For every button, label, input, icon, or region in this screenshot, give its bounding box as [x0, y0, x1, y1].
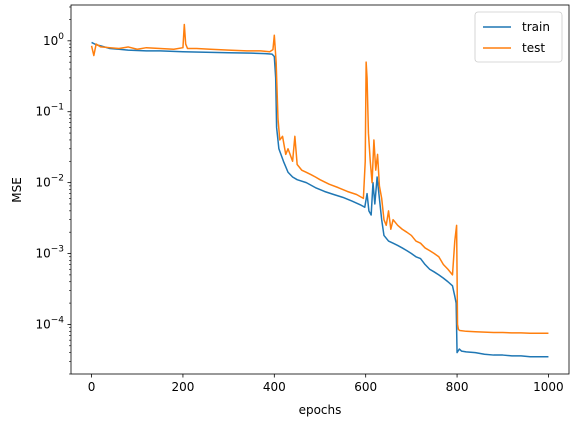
x-tick-label: 0 — [88, 380, 96, 394]
x-axis-ticks: 0 200 400 600 800 1000 — [88, 374, 564, 394]
legend: train test — [474, 11, 563, 63]
legend-train-label: train — [522, 20, 550, 34]
y-tick-label: 10−2 — [35, 174, 64, 190]
x-tick-label: 800 — [446, 380, 469, 394]
x-tick-label: 200 — [171, 380, 194, 394]
series-line-test — [90, 23, 549, 335]
y-axis-label: MSE — [10, 177, 24, 203]
y-tick-label: 10−3 — [35, 245, 64, 261]
y-tick-label: 10−1 — [35, 103, 64, 119]
x-axis-label: epochs — [299, 403, 342, 417]
series-line-train — [91, 41, 549, 358]
x-tick-label: 600 — [354, 380, 377, 394]
x-tick-label: 400 — [263, 380, 286, 394]
legend-box — [474, 11, 563, 63]
x-tick-label: 1000 — [533, 380, 564, 394]
series-layer — [90, 23, 549, 358]
y-tick-label: 10−4 — [35, 315, 64, 331]
y-tick-label: 100 — [43, 32, 64, 48]
legend-test-label: test — [522, 41, 545, 55]
y-axis-ticks: 10−4 10−3 10−2 10−1 100 — [35, 6, 71, 375]
